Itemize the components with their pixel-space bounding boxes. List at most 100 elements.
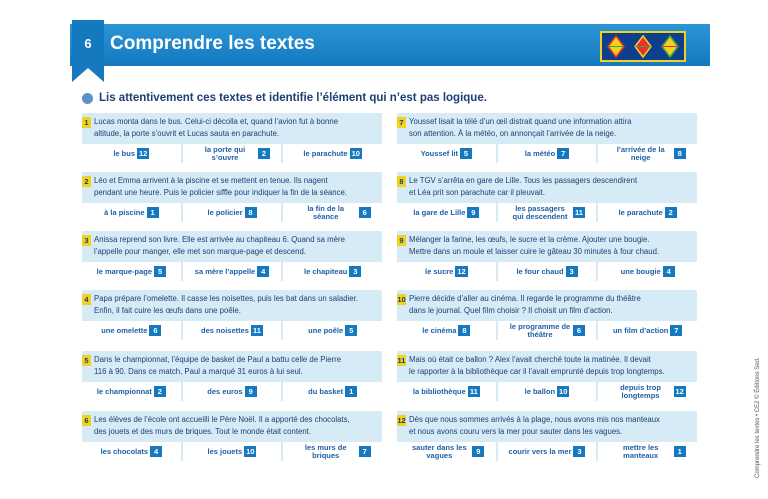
- exercise-text: Pierre décide d’aller au cinéma. Il rega…: [409, 293, 687, 317]
- option-code-badge: 4: [257, 266, 270, 277]
- answer-option[interactable]: le four chaud 3: [498, 262, 599, 281]
- option-code-badge: 1: [673, 446, 686, 457]
- answer-option[interactable]: depuis trop longtemps 12: [598, 382, 697, 401]
- option-label: courir vers la mer: [508, 446, 572, 456]
- exercise-card: 1 Lucas monta dans le bus. Celui-ci décol…: [82, 113, 382, 163]
- exercise-text: Les élèves de l’école ont accueilli le P…: [94, 414, 372, 438]
- option-code-badge: 10: [244, 446, 257, 457]
- option-code-badge: 7: [358, 446, 371, 457]
- answer-option[interactable]: courir vers la mer 3: [498, 442, 599, 461]
- exercise-number: 6: [82, 415, 91, 426]
- option-label: une omelette: [101, 325, 148, 335]
- answer-option[interactable]: une omelette 6: [82, 321, 183, 340]
- page-number: 6: [84, 36, 92, 51]
- exercise-number: 7: [397, 117, 406, 128]
- option-label: à la piscine: [104, 207, 145, 217]
- page-title: Comprendre les textes: [110, 33, 315, 54]
- answer-option[interactable]: le parachute 2: [598, 203, 697, 222]
- option-label: mettre les manteaux: [622, 442, 659, 460]
- exercise-line: l’appelle pour manger, elle met son marq…: [94, 247, 306, 256]
- exercise-text: Youssef lisait la télé d’un œil distrait…: [409, 116, 687, 140]
- answer-option[interactable]: des euros 9: [183, 382, 284, 401]
- option-label: des noisettes: [201, 325, 249, 335]
- answer-option[interactable]: les passagers qui descendent 11: [498, 203, 599, 222]
- answer-options: le sucre 12 le four chaud 3 une bougie 4: [397, 262, 697, 281]
- instruction-text: Lis attentivement ces textes et identifi…: [99, 92, 487, 104]
- answer-option[interactable]: à la piscine 1: [82, 203, 183, 222]
- answer-option[interactable]: le ballon 10: [498, 382, 599, 401]
- option-code-badge: 4: [662, 266, 675, 277]
- option-label: le ballon: [524, 386, 556, 396]
- exercise-text: Léo et Emma arrivent à la piscine et se …: [94, 175, 372, 199]
- exercise-line: dans le journal. Quel film choisir ? Il …: [409, 306, 613, 315]
- answer-option[interactable]: les murs de briques 7: [283, 442, 382, 461]
- answer-option[interactable]: le programme de théâtre 6: [498, 321, 599, 340]
- answer-option[interactable]: des noisettes 11: [183, 321, 284, 340]
- option-label: le parachute: [303, 148, 348, 158]
- answer-option[interactable]: le chapiteau 3: [283, 262, 382, 281]
- option-label: sa mère l’appelle: [194, 266, 256, 276]
- exercise-card: 6 Les élèves de l’école ont accueilli le …: [82, 411, 382, 461]
- exercise-card: 12 Dès que nous sommes arrivés à la plage…: [397, 411, 697, 461]
- answer-option[interactable]: la gare de Lille 9: [397, 203, 498, 222]
- exercise-line: Léo et Emma arrivent à la piscine et se …: [94, 176, 328, 185]
- answer-option[interactable]: la bibliothèque 11: [397, 382, 498, 401]
- answer-option[interactable]: le cinéma 8: [397, 321, 498, 340]
- option-label: le marque-page: [96, 266, 153, 276]
- answer-option[interactable]: l’arrivée de la neige 8: [598, 144, 697, 163]
- answer-option[interactable]: le marque-page 5: [82, 262, 183, 281]
- option-label: les chocolats: [100, 446, 149, 456]
- answer-options: le championnat 2 des euros 9 du basket 1: [82, 382, 382, 401]
- option-code-badge: 2: [258, 148, 270, 159]
- answer-option[interactable]: une poêle 5: [283, 321, 382, 340]
- answer-option[interactable]: sauter dans les vagues 9: [397, 442, 498, 461]
- answer-option[interactable]: le policier 8: [183, 203, 284, 222]
- answer-option[interactable]: sa mère l’appelle 4: [183, 262, 284, 281]
- exercise-line: altitude, la porte s’ouvrit et Lucas sau…: [94, 129, 280, 138]
- answer-option[interactable]: une bougie 4: [598, 262, 697, 281]
- option-code-badge: 8: [673, 148, 686, 159]
- exercise-line: Pierre décide d’aller au cinéma. Il rega…: [409, 294, 641, 303]
- exercise-card: 4 Papa prépare l’omelette. Il casse les n…: [82, 290, 382, 340]
- option-code-badge: 5: [460, 148, 473, 159]
- answer-option[interactable]: un film d’action 7: [598, 321, 697, 340]
- answer-options: les chocolats 4 les jouets 10 les murs de br…: [82, 442, 382, 461]
- answer-option[interactable]: le championnat 2: [82, 382, 183, 401]
- exercise-number: 4: [82, 294, 91, 305]
- option-label: depuis trop longtemps: [620, 382, 661, 400]
- answer-option[interactable]: le parachute 10: [283, 144, 382, 163]
- option-label: un film d’action: [612, 325, 669, 335]
- option-code-badge: 10: [349, 148, 362, 159]
- exercise-line: Enfin, il fait cuire les œufs dans une p…: [94, 306, 241, 315]
- exercise-text: Papa prépare l’omelette. Il casse les no…: [94, 293, 372, 317]
- option-code-badge: 1: [345, 386, 358, 397]
- option-label: les passagers qui descendent: [512, 203, 568, 221]
- answer-option[interactable]: le sucre 12: [397, 262, 498, 281]
- answer-option[interactable]: mettre les manteaux 1: [598, 442, 697, 461]
- answer-option[interactable]: la fin de la séance 6: [283, 203, 382, 222]
- option-code-badge: 2: [153, 386, 166, 397]
- answer-option[interactable]: la météo 7: [498, 144, 599, 163]
- option-code-badge: 3: [565, 266, 578, 277]
- exercise-line: Le TGV s’arrêta en gare de Lille. Tous l…: [409, 176, 638, 185]
- exercise-line: pendant une heure. Puis le policier siff…: [94, 188, 347, 197]
- option-label: la fin de la séance: [307, 203, 345, 221]
- exercise-line: Mais où était ce ballon ? Alex l’avait c…: [409, 355, 651, 364]
- answer-option[interactable]: les chocolats 4: [82, 442, 183, 461]
- exercise-text: Le TGV s’arrêta en gare de Lille. Tous l…: [409, 175, 687, 199]
- answer-option[interactable]: Youssef lit 5: [397, 144, 498, 163]
- exercise-line: son attention. À la météo, on annonçait …: [409, 129, 617, 138]
- answer-option[interactable]: du basket 1: [283, 382, 382, 401]
- answer-option[interactable]: la porte qui s’ouvre 2: [183, 144, 284, 163]
- exercise-line: Dans le championnat, l’équipe de basket …: [94, 355, 342, 364]
- exercise-line: Mettre dans un moule et laisser cuire le…: [409, 247, 660, 256]
- answer-option[interactable]: le bus 12: [82, 144, 183, 163]
- option-label: le programme de théâtre: [509, 321, 571, 339]
- answer-options: Youssef lit 5 la météo 7 l’arrivée de la nei…: [397, 144, 697, 163]
- answer-option[interactable]: les jouets 10: [183, 442, 284, 461]
- option-code-badge: 7: [670, 325, 683, 336]
- exercise-card: 11 Mais où était ce ballon ? Alex l’avait…: [397, 351, 697, 401]
- answer-options: le marque-page 5 sa mère l’appelle 4 le chap…: [82, 262, 382, 281]
- option-label: Youssef lit: [420, 148, 459, 158]
- option-code-badge: 9: [472, 446, 485, 457]
